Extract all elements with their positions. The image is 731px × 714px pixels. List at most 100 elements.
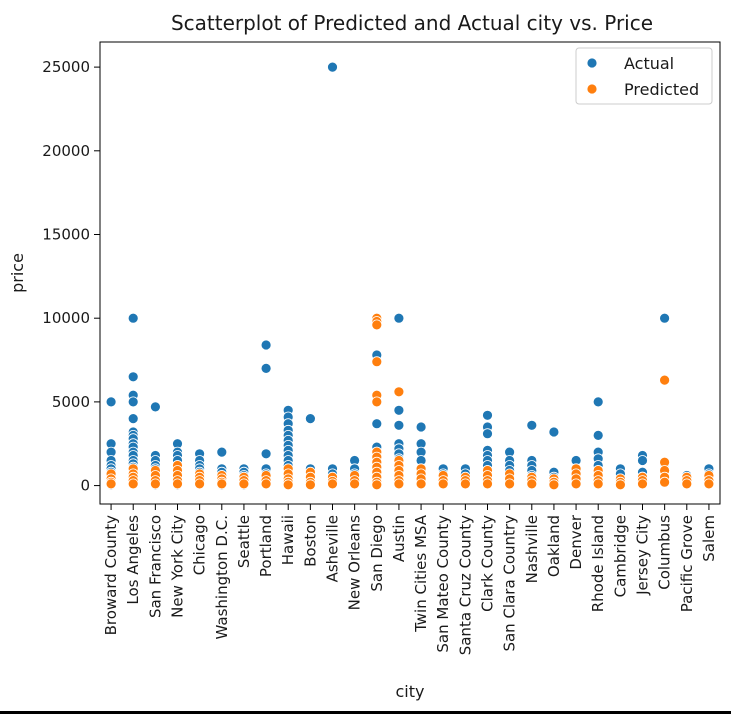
plot-frame xyxy=(99,41,721,505)
x-tick-label: Pacific Grove xyxy=(678,515,696,612)
predicted-point xyxy=(437,478,449,490)
actual-point xyxy=(216,446,228,458)
predicted-point xyxy=(127,478,139,490)
actual-point xyxy=(327,61,338,73)
actual-point xyxy=(127,312,139,324)
predicted-point xyxy=(570,478,582,490)
predicted-point xyxy=(659,374,670,386)
predicted-point xyxy=(194,478,206,490)
x-tick-label: Portland xyxy=(257,515,275,577)
predicted-point xyxy=(703,478,715,490)
actual-point xyxy=(526,419,538,431)
actual-point xyxy=(105,396,117,408)
y-tick-label: 10000 xyxy=(42,309,90,327)
predicted-point xyxy=(327,478,338,490)
y-tick-label: 20000 xyxy=(42,142,90,160)
actual-point xyxy=(393,404,405,416)
x-tick-label: San Francisco xyxy=(146,515,164,618)
predicted-point xyxy=(349,478,361,490)
legend-actual-label: Actual xyxy=(624,54,674,73)
predicted-point xyxy=(393,386,405,398)
predicted-point xyxy=(371,479,383,491)
x-tick-label: Denver xyxy=(567,514,585,569)
actual-point xyxy=(592,429,604,441)
actual-point xyxy=(149,401,161,413)
x-tick-label: Oakland xyxy=(545,515,563,577)
actual-point xyxy=(371,418,383,430)
predicted-point xyxy=(371,356,383,368)
y-tick-label: 5000 xyxy=(52,393,90,411)
x-tick-label: New York City xyxy=(169,515,187,618)
legend-box xyxy=(575,47,713,105)
legend-predicted-label: Predicted xyxy=(624,80,699,99)
x-tick-label: Chicago xyxy=(191,515,209,575)
x-axis-label: city xyxy=(396,682,425,701)
y-axis-ticks: 0 5000 10000 15000 20000 25000 xyxy=(42,58,100,495)
predicted-point xyxy=(615,479,626,491)
predicted-point xyxy=(482,478,493,490)
y-tick-label: 15000 xyxy=(42,226,90,244)
x-tick-label: Rhode Island xyxy=(589,515,607,612)
y-axis-label: price xyxy=(8,253,27,293)
predicted-point xyxy=(371,319,383,331)
actual-point xyxy=(482,409,493,421)
x-tick-label: San Diego xyxy=(368,515,386,592)
legend-predicted-marker xyxy=(586,83,598,95)
x-tick-label: Seattle xyxy=(235,515,253,568)
x-tick-label: Asheville xyxy=(324,515,342,582)
predicted-point xyxy=(216,478,228,490)
x-tick-label: Clark County xyxy=(479,515,497,612)
y-tick-label: 25000 xyxy=(42,58,90,76)
x-tick-label: Washington D.C. xyxy=(213,515,231,639)
predicted-point xyxy=(105,478,117,490)
x-axis-ticks: Broward County Los Angeles San Francisco Ne… xyxy=(102,504,718,655)
x-tick-label: Broward County xyxy=(102,515,120,636)
x-tick-label: New Orleans xyxy=(346,515,364,611)
actual-point xyxy=(393,419,405,431)
data-points xyxy=(105,61,715,491)
x-tick-label: Columbus xyxy=(656,515,674,590)
actual-point xyxy=(393,312,405,324)
legend-actual-marker xyxy=(586,57,598,69)
y-tick-label: 0 xyxy=(80,477,90,495)
x-tick-label: Jersey City xyxy=(634,515,652,596)
predicted-point xyxy=(393,478,405,490)
x-tick-label: Austin xyxy=(390,515,408,562)
actual-point xyxy=(659,312,670,324)
actual-point xyxy=(637,455,648,466)
predicted-point xyxy=(371,396,383,408)
x-tick-label: San Mateo County xyxy=(434,515,452,653)
predicted-point xyxy=(526,478,538,490)
predicted-point xyxy=(504,478,516,490)
predicted-point xyxy=(238,478,250,490)
predicted-point xyxy=(415,478,427,490)
x-tick-label: Twin Cities MSA xyxy=(412,514,430,633)
actual-point xyxy=(260,448,272,460)
predicted-point xyxy=(659,476,670,488)
predicted-point xyxy=(304,479,316,491)
predicted-point xyxy=(637,478,648,490)
predicted-point xyxy=(548,479,560,491)
x-tick-label: Cambridge xyxy=(611,515,629,597)
predicted-point xyxy=(172,478,183,490)
actual-point xyxy=(482,428,493,440)
x-tick-label: San Clara Country xyxy=(501,515,519,652)
legend: Actual Predicted xyxy=(575,47,713,105)
actual-point xyxy=(127,413,139,425)
predicted-point xyxy=(282,479,294,491)
actual-point xyxy=(260,339,272,351)
actual-point xyxy=(127,396,139,408)
predicted-point xyxy=(592,478,604,490)
bottom-divider xyxy=(0,711,731,714)
actual-point xyxy=(548,426,560,438)
x-tick-label: Santa Cruz County xyxy=(456,515,474,655)
x-tick-label: Boston xyxy=(301,515,319,567)
x-tick-label: Salem xyxy=(700,515,718,562)
actual-point xyxy=(304,413,316,425)
x-tick-label: Hawaii xyxy=(279,515,297,565)
actual-point xyxy=(592,396,604,408)
x-tick-label: Los Angeles xyxy=(124,515,142,605)
actual-point xyxy=(415,421,427,433)
predicted-point xyxy=(149,478,161,490)
chart-title: Scatterplot of Predicted and Actual city… xyxy=(171,11,653,35)
